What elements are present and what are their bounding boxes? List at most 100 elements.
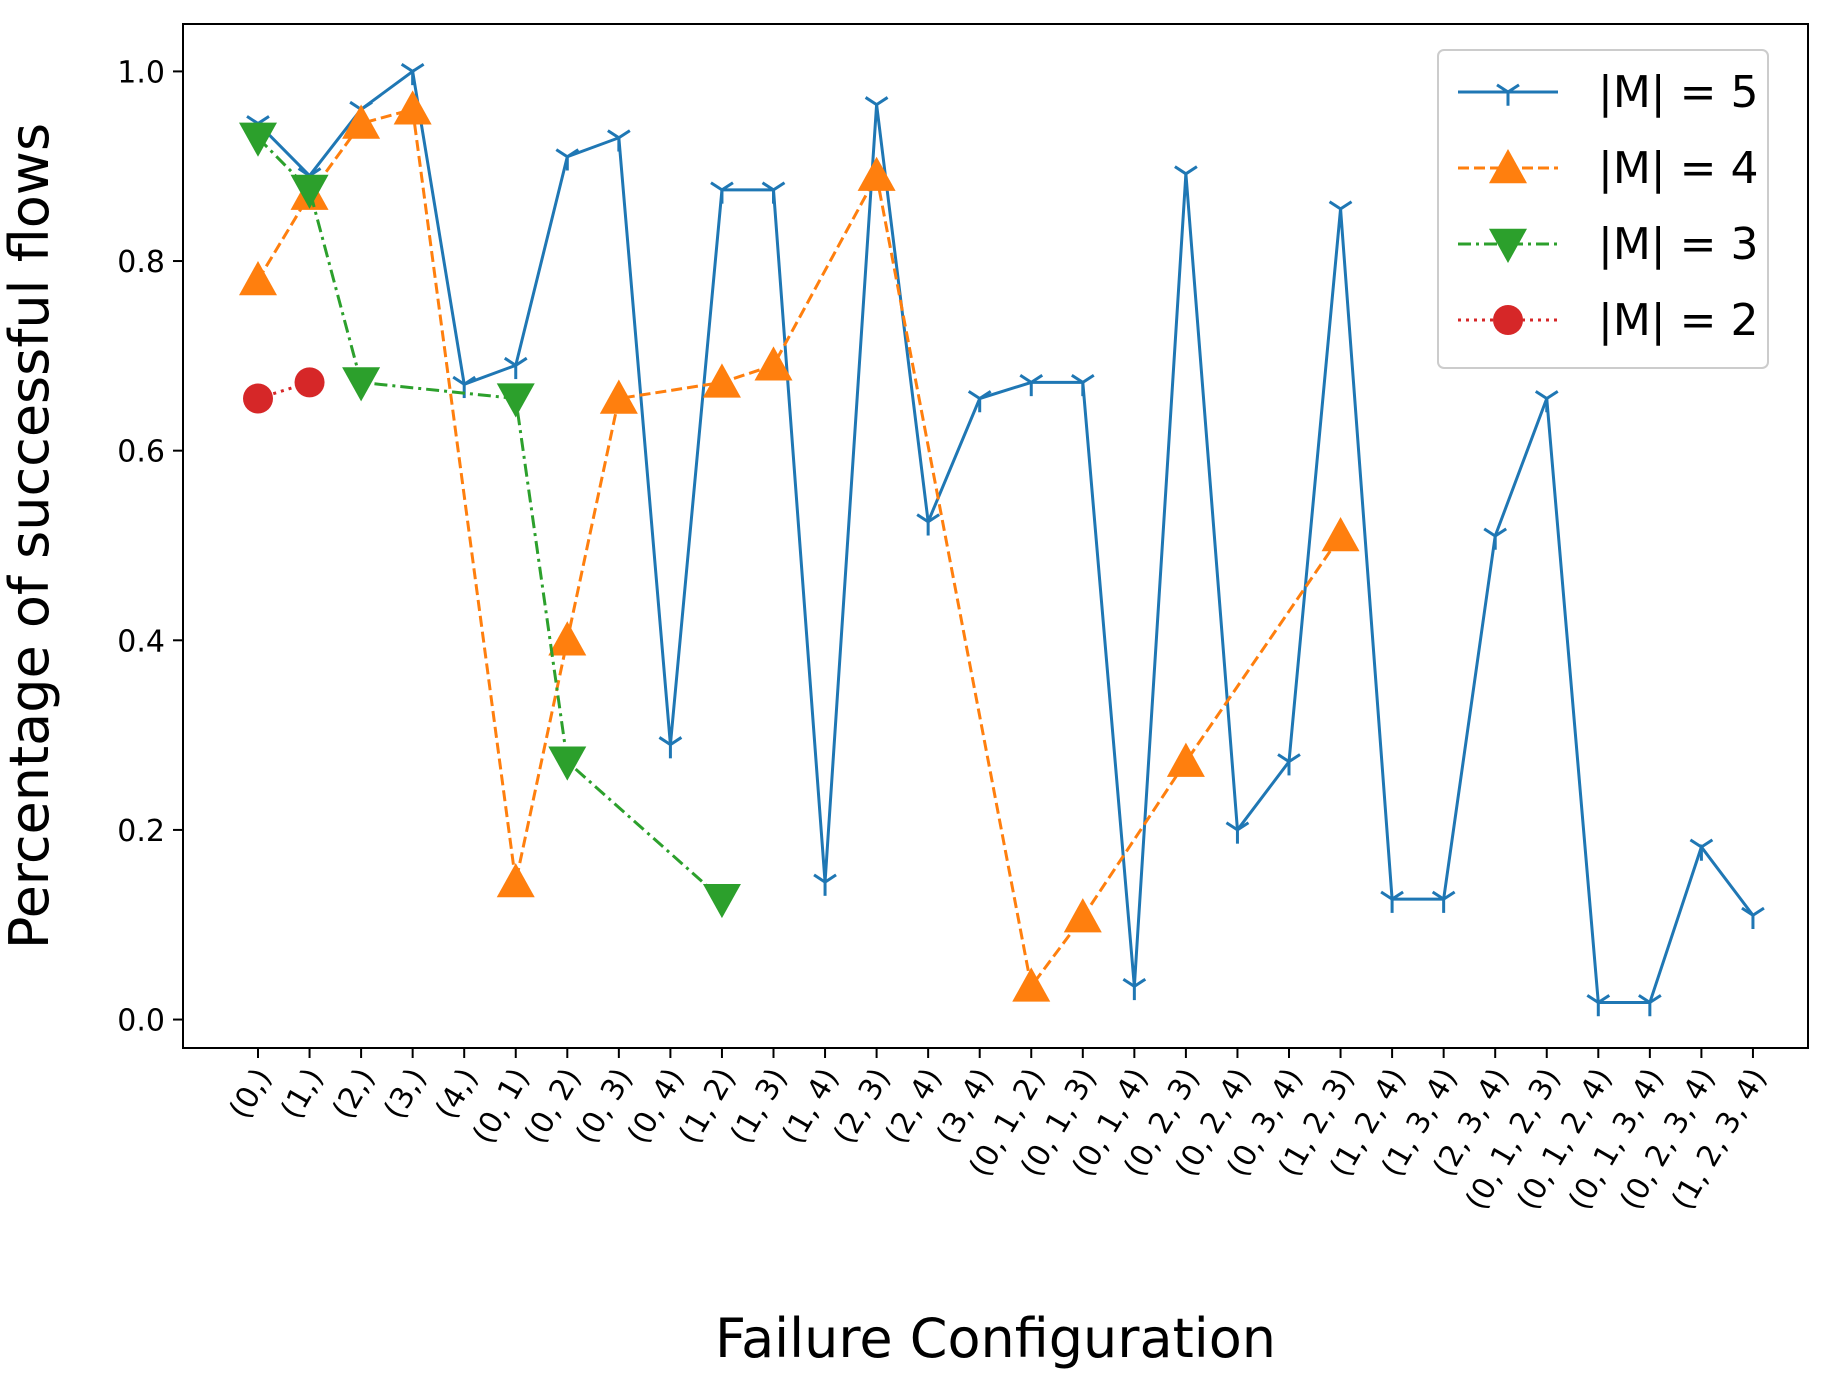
data-point: [1225, 821, 1250, 844]
plot-frame: [182, 23, 1809, 1049]
data-point: [342, 367, 381, 402]
data-point: [702, 883, 741, 919]
data-point: [342, 104, 381, 139]
marker-stroke: [246, 115, 259, 125]
marker-stroke: [1277, 753, 1290, 763]
data-point: [857, 156, 896, 191]
marker-stroke: [721, 181, 734, 192]
marker-stroke: [1431, 890, 1445, 901]
legend-entry: |M| = 4: [1458, 143, 1758, 194]
series-4: [243, 367, 325, 414]
marker-stroke: [400, 62, 414, 73]
legend-label: |M| = 4: [1598, 143, 1758, 194]
marker-stroke: [618, 129, 631, 140]
x-axis: (0,)(1,)(2,)(3,)(4,)(0, 1)(0, 2)(0, 3)(0…: [223, 1048, 1774, 1216]
data-point: [555, 148, 580, 171]
marker-stroke: [1586, 994, 1600, 1004]
series-2: [239, 90, 1360, 1002]
legend-marker: [1493, 305, 1523, 335]
marker-stroke: [555, 148, 569, 158]
marker-stroke: [1070, 373, 1084, 384]
marker-stroke: [607, 129, 620, 140]
marker-stroke: [669, 736, 683, 746]
marker-stroke: [1225, 821, 1239, 832]
data-point: [1063, 898, 1102, 933]
marker-stroke: [761, 181, 775, 192]
marker-stroke: [864, 96, 878, 106]
data-point: [1328, 200, 1353, 223]
legend-box: [1437, 49, 1769, 369]
legend-entry: |M| = 5: [1458, 67, 1758, 118]
marker-stroke: [411, 62, 425, 73]
marker-stroke: [916, 513, 929, 524]
x-tick-label: (1,): [274, 1063, 330, 1126]
data-point: [1741, 906, 1765, 930]
marker-stroke: [1545, 390, 1559, 400]
data-point: [710, 181, 734, 204]
x-tick-label: (2,): [326, 1063, 382, 1126]
series-3: [239, 122, 741, 919]
marker-stroke: [1328, 200, 1342, 211]
marker-stroke: [514, 356, 528, 367]
x-tick-label: (0,): [223, 1063, 279, 1126]
legend-label: |M| = 2: [1598, 295, 1758, 346]
marker-stroke: [1133, 977, 1147, 988]
marker-stroke: [824, 873, 837, 884]
y-tick-label: 0.2: [117, 814, 165, 849]
marker-stroke: [710, 181, 723, 192]
data-point: [658, 736, 683, 759]
marker-stroke: [1752, 906, 1765, 917]
data-point: [400, 62, 425, 86]
data-point: [754, 346, 793, 381]
data-point: [243, 383, 273, 414]
marker-stroke: [1391, 890, 1404, 901]
data-point: [813, 873, 837, 896]
legend-marker: [1496, 83, 1520, 106]
data-point: [548, 621, 587, 656]
data-point: [702, 363, 741, 398]
marker-stroke: [1689, 838, 1703, 849]
marker-stroke: [1741, 906, 1754, 917]
data-point: [1638, 994, 1662, 1017]
marker-stroke: [1081, 373, 1095, 384]
series-layer: [239, 62, 1765, 1017]
y-axis: 0.0 0.2 0.4 0.6 0.8 1.0: [117, 55, 183, 1039]
legend-marker: [1489, 228, 1527, 263]
marker-stroke: [1442, 890, 1456, 901]
marker-stroke: [1236, 821, 1250, 832]
marker-stroke: [1494, 527, 1508, 538]
data-point: [1321, 517, 1360, 552]
marker-stroke: [1339, 200, 1353, 211]
data-point: [1431, 890, 1456, 913]
data-point: [1277, 753, 1301, 776]
data-point: [393, 90, 432, 125]
marker-stroke: [1597, 994, 1611, 1004]
y-tick-label: 1.0: [117, 55, 165, 90]
data-point: [290, 174, 329, 209]
marker-stroke: [927, 513, 940, 524]
data-point: [239, 122, 277, 157]
data-point: [294, 367, 325, 398]
marker-stroke: [452, 375, 466, 386]
marker-stroke: [1507, 83, 1520, 94]
data-point: [1586, 994, 1611, 1017]
y-axis-title: Percentage of successful flows: [0, 123, 61, 949]
marker-stroke: [308, 167, 322, 177]
data-point: [1122, 977, 1147, 1001]
marker-stroke: [1649, 994, 1662, 1004]
legend-label: |M| = 5: [1598, 67, 1758, 118]
series-line: [256, 68, 1755, 1004]
x-tick-label: (3,): [377, 1063, 433, 1126]
data-point: [1689, 838, 1714, 861]
data-point: [916, 513, 940, 536]
data-point: [239, 261, 277, 296]
data-point: [1012, 967, 1051, 1002]
x-axis-title: Failure Configuration: [715, 1307, 1276, 1370]
marker-stroke: [813, 873, 826, 884]
data-point: [1174, 165, 1198, 188]
marker-stroke: [1700, 838, 1714, 849]
marker-stroke: [1185, 165, 1198, 176]
marker-stroke: [1483, 527, 1497, 538]
marker-stroke: [1122, 977, 1136, 988]
